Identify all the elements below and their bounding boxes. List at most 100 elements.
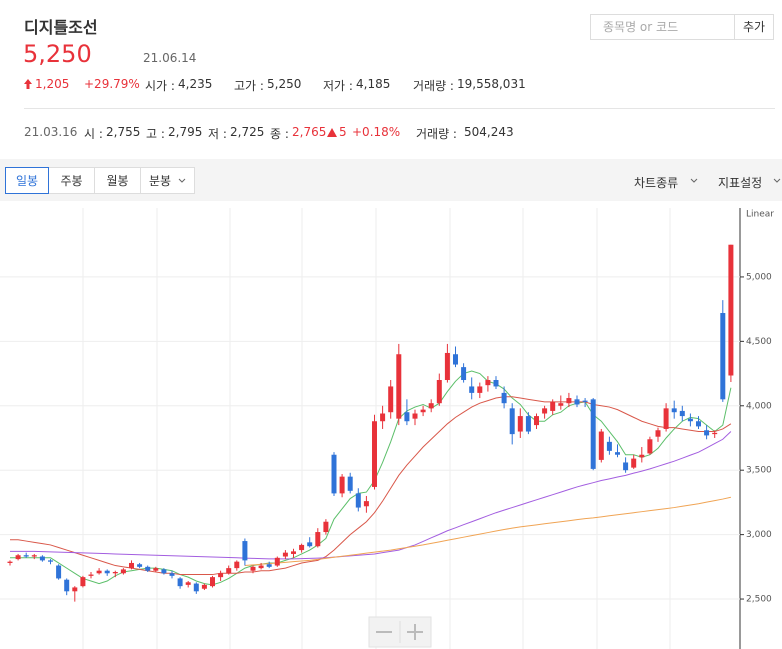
candle-body	[169, 573, 175, 576]
candle-body	[428, 403, 434, 409]
hover-stat-value: 2,725	[230, 125, 265, 139]
candle-body	[639, 454, 645, 458]
y-tick-label: 2,500	[746, 595, 772, 605]
candle-body	[96, 570, 102, 574]
candle-body	[534, 416, 539, 426]
candle-body	[23, 555, 29, 557]
tab[interactable]: 주봉	[48, 167, 95, 194]
candle-body	[56, 565, 62, 579]
candle-body	[112, 571, 118, 574]
candle-body	[153, 568, 159, 571]
stat-value: 19,558,031	[457, 77, 526, 91]
tab[interactable]: 일봉	[5, 167, 49, 194]
candle-body	[582, 400, 588, 402]
candle-body	[509, 408, 515, 435]
stat-label: 저가 :	[323, 79, 353, 93]
y-tick-label: 3,500	[746, 466, 772, 476]
candle-body	[339, 476, 345, 494]
candle-body	[663, 408, 669, 429]
moving-average	[244, 496, 732, 567]
chart-type-menu[interactable]: 차트종류	[634, 176, 679, 190]
indicator-menu[interactable]: 지표설정	[718, 176, 763, 190]
candle-body	[444, 352, 450, 381]
candle-body	[679, 410, 685, 417]
candle-body	[436, 380, 442, 404]
candle-body	[461, 367, 467, 381]
hover-stat-label: 고 :	[146, 127, 165, 141]
candle-body	[493, 380, 499, 387]
hover-stat-value: 2,795	[168, 125, 203, 139]
candle-body	[185, 582, 191, 585]
candle-body	[404, 412, 410, 422]
zoom-in[interactable]	[407, 624, 423, 640]
candle-body	[363, 501, 369, 507]
candle-body	[388, 386, 394, 413]
candle-body	[39, 556, 45, 561]
candle-body	[7, 561, 13, 563]
candle-body	[282, 552, 288, 557]
candle-body	[420, 409, 426, 413]
candle-body	[31, 555, 37, 557]
candle-body	[218, 573, 224, 578]
candle-body	[177, 578, 183, 587]
candle-body	[606, 441, 612, 451]
candle-body	[728, 244, 734, 376]
hover-stat-label: 시 :	[84, 127, 103, 141]
moving-average	[10, 370, 732, 586]
hover-volume-label: 거래량 :	[416, 127, 457, 141]
y-tick-label: 4,000	[746, 401, 772, 411]
hover-close-label: 종 :	[270, 127, 289, 141]
hover-volume: 504,243	[464, 125, 514, 139]
up-triangle	[327, 128, 337, 137]
tab[interactable]: 분봉	[140, 167, 195, 194]
stat-value: 5,250	[267, 77, 302, 91]
candle-body	[201, 584, 207, 589]
candle-body	[517, 416, 523, 432]
chevron	[690, 178, 698, 183]
y-tick-label: 4,500	[746, 337, 772, 347]
candle-body	[574, 399, 580, 405]
candle-body	[80, 577, 86, 587]
candle-body	[720, 313, 726, 400]
stock-name: 디지틀조선	[24, 18, 98, 37]
candle-body	[566, 398, 572, 404]
candle-body	[226, 568, 232, 574]
candle-body	[234, 561, 240, 569]
candle-body	[372, 421, 377, 487]
candle-body	[193, 583, 199, 592]
price: 5,250	[23, 40, 92, 68]
candle-body	[550, 401, 556, 411]
stat-value: 4,185	[356, 77, 391, 91]
candle-body	[250, 566, 256, 571]
stat-label: 거래량 :	[413, 79, 454, 93]
candle-body	[655, 430, 661, 437]
change-pct: +29.79%	[84, 77, 140, 91]
candle-body	[671, 408, 677, 413]
chevron	[773, 178, 781, 183]
candle-body	[120, 569, 126, 574]
candle-body	[687, 418, 693, 422]
stat-value: 4,235	[178, 77, 213, 91]
y-tick-label: 3,000	[746, 530, 772, 540]
candle-body	[331, 454, 337, 494]
candle-body	[590, 399, 596, 469]
candle-body	[355, 493, 361, 508]
candle-body	[88, 574, 94, 576]
candle-body	[210, 577, 215, 587]
candle-body	[380, 413, 386, 422]
candle-body	[315, 532, 321, 547]
candle-body	[48, 560, 53, 562]
add-button[interactable]: 추가	[734, 14, 774, 40]
candle-body	[704, 430, 710, 436]
candle-body	[145, 566, 151, 571]
candle-body	[525, 416, 531, 432]
candle-body	[453, 354, 458, 365]
candle-body	[274, 557, 280, 566]
candle-body	[477, 386, 483, 393]
candle-body	[64, 579, 70, 592]
change: 1,205	[35, 77, 70, 91]
stat-label: 고가 :	[234, 79, 264, 93]
candle-body	[631, 458, 637, 468]
